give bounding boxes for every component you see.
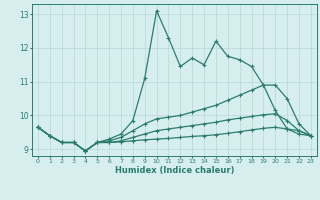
X-axis label: Humidex (Indice chaleur): Humidex (Indice chaleur) [115,166,234,175]
